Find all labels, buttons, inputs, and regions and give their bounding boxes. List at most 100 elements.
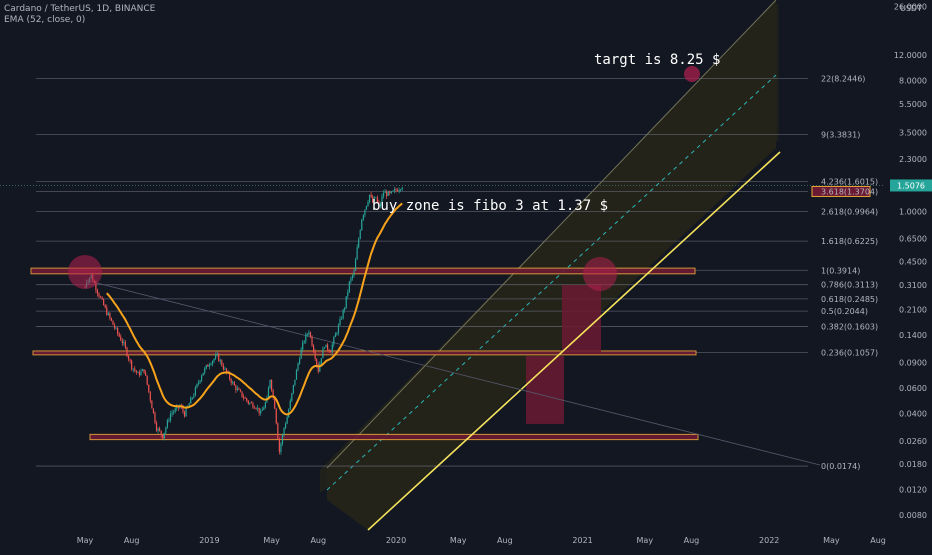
candle-body — [392, 190, 394, 192]
candle-body — [344, 307, 346, 310]
candle-body — [264, 402, 266, 408]
target-annotation: targt is 8.25 $ — [594, 52, 720, 68]
candle-body — [104, 305, 106, 308]
price-tick-2: 8.0000 — [899, 77, 927, 86]
candle-body — [333, 337, 335, 345]
fib-label-8: 0.618(0.2485) — [821, 295, 878, 304]
candle-body — [126, 347, 128, 357]
fib-highlight-box — [811, 185, 871, 197]
fib-label-9: 0.5(0.2044) — [821, 307, 868, 316]
candle-body — [160, 430, 162, 435]
candle-body — [145, 372, 147, 376]
candle-body — [152, 408, 155, 413]
candle-body — [351, 275, 354, 279]
candle-body — [151, 400, 153, 409]
zone-bottom — [89, 433, 699, 441]
time-tick-13: Aug — [870, 536, 886, 545]
circle-top-2018 — [68, 255, 102, 289]
candle-body — [208, 364, 210, 367]
candle-body — [372, 196, 374, 203]
candle-body — [345, 296, 347, 308]
candle-body — [146, 375, 148, 385]
candle-body — [163, 432, 165, 439]
candle-body — [162, 434, 164, 439]
candle-body — [297, 363, 299, 370]
candle-body — [168, 420, 170, 422]
candle-body — [350, 278, 352, 282]
price-tick-6: 1.0000 — [899, 207, 927, 216]
candle-body — [348, 281, 350, 292]
fib-label-1: 9(3.3831) — [821, 131, 860, 140]
candle-body — [222, 365, 224, 370]
candle-body — [134, 368, 136, 371]
candle-body — [274, 396, 276, 409]
candle-body — [182, 407, 184, 412]
price-tick-3: 5.5000 — [899, 100, 927, 109]
candle-body — [283, 427, 285, 435]
candle-body — [173, 411, 175, 413]
candle-body — [124, 342, 127, 348]
candle-body — [326, 344, 329, 350]
candle-body — [247, 400, 249, 404]
candle-body — [396, 190, 399, 192]
candle-body — [336, 333, 338, 335]
candle-body — [143, 369, 145, 373]
time-tick-6: May — [450, 536, 467, 545]
fib-label-10: 0.382(0.1603) — [821, 322, 878, 331]
channel-body — [327, 0, 776, 530]
candle-body — [358, 238, 360, 248]
chart-legend: Cardano / TetherUS, 1D, BINANCE EMA (52,… — [4, 4, 155, 26]
candle-body — [149, 391, 151, 401]
candle-body — [353, 270, 355, 276]
candle-body — [174, 408, 176, 412]
price-tick-10: 0.2100 — [899, 305, 927, 314]
candle-body — [238, 388, 240, 390]
candle-body — [379, 203, 382, 207]
candle-body — [253, 407, 256, 409]
candle-body — [393, 189, 396, 191]
candle-body — [278, 438, 280, 452]
candle-body — [141, 369, 144, 372]
candle-body — [218, 353, 220, 362]
time-tick-0: May — [77, 536, 94, 545]
candle-body — [137, 371, 139, 373]
buy-zone-annotation: buy zone is fibo 3 at 1.37 $ — [372, 198, 608, 214]
candle-body — [121, 340, 123, 344]
ema-path — [106, 202, 403, 416]
candle-body — [205, 365, 207, 369]
candle-body — [281, 434, 284, 444]
candle-body — [302, 342, 304, 350]
candle-body — [249, 402, 251, 404]
price-tick-5: 2.3000 — [899, 155, 927, 164]
candle-body — [334, 334, 336, 338]
candle-body — [300, 349, 302, 359]
candle-body — [229, 372, 231, 380]
candle-body — [106, 307, 108, 315]
box-breakout — [562, 284, 601, 354]
candle-body — [386, 191, 388, 196]
time-tick-8: 2021 — [572, 536, 592, 545]
candle-body — [246, 398, 248, 401]
candle-body — [314, 352, 316, 359]
candle-body — [213, 358, 215, 361]
price-tick-12: 0.0900 — [899, 359, 927, 368]
candle-body — [239, 389, 242, 392]
candle-body — [260, 410, 262, 414]
zone-mid — [32, 350, 697, 356]
candle-body — [101, 297, 103, 300]
price-tick-14: 0.0400 — [899, 410, 927, 419]
candle-body — [207, 365, 209, 367]
candle-body — [96, 289, 99, 294]
fib-label-7: 0.786(0.3113) — [821, 281, 878, 290]
candle-body — [337, 325, 340, 334]
candle-body — [252, 402, 254, 408]
candle-body — [303, 341, 305, 343]
candle-body — [340, 318, 343, 320]
parallel-channel — [319, 0, 779, 530]
candle-body — [176, 406, 178, 409]
price-tick-16: 0.0180 — [899, 460, 927, 469]
candle-body — [157, 428, 159, 431]
zone-resistance — [30, 267, 696, 275]
